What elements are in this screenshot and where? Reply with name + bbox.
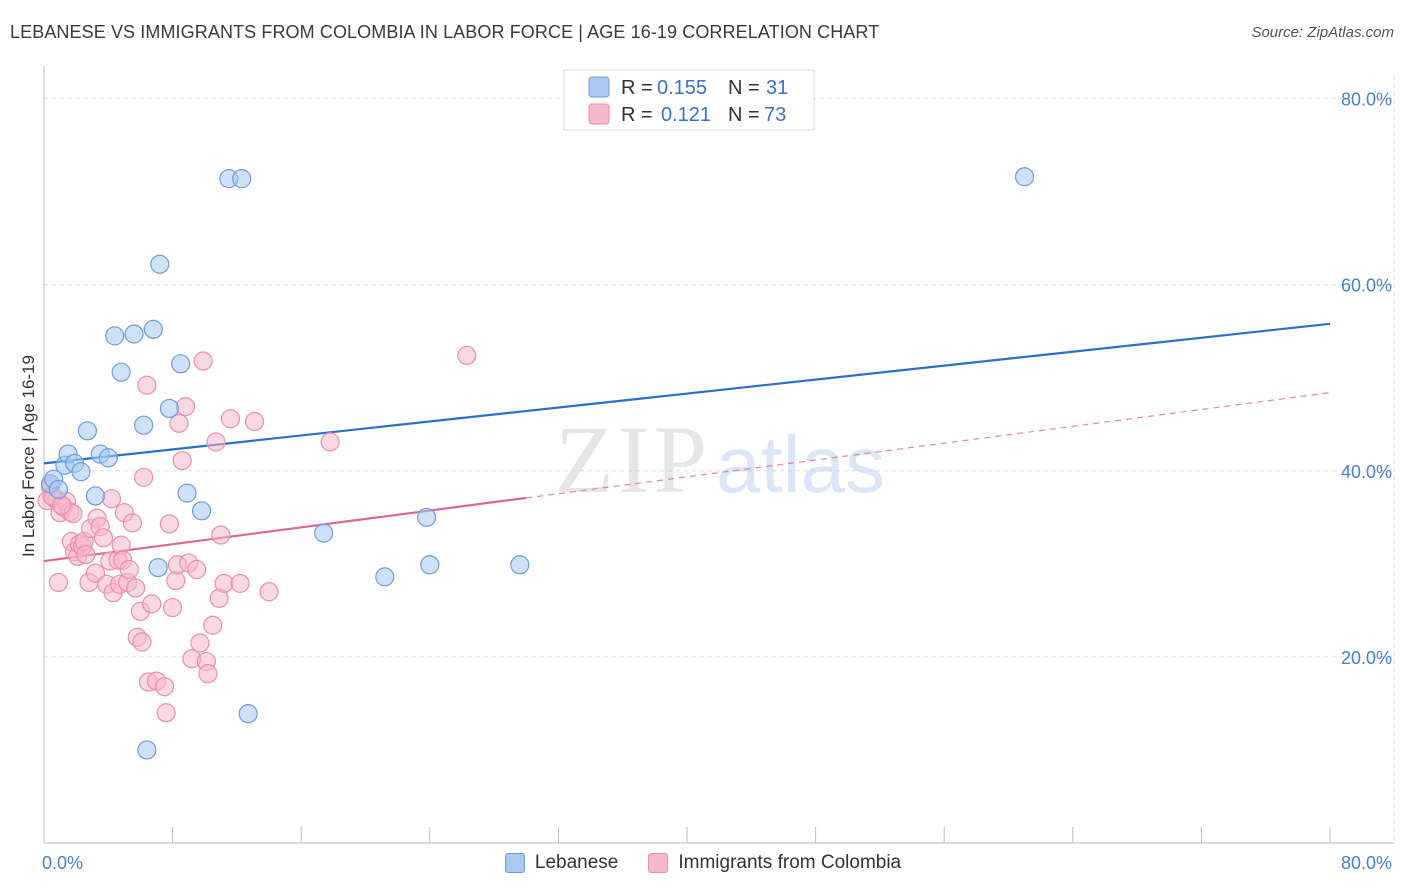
point-colombia-72 bbox=[76, 544, 96, 565]
lebanese-swatch bbox=[504, 853, 525, 873]
point-lebanese-24 bbox=[232, 169, 252, 189]
bottom-legend-lebanese: Lebanese bbox=[504, 852, 619, 874]
axes bbox=[43, 66, 1394, 844]
y-tick-label-1: 40.0% bbox=[1341, 462, 1392, 482]
watermark-zip: ZIP bbox=[555, 406, 711, 513]
point-colombia-37 bbox=[132, 632, 152, 652]
point-lebanese-27 bbox=[375, 567, 395, 587]
point-colombia-44 bbox=[156, 703, 176, 723]
lebanese-label: Lebanese bbox=[534, 852, 619, 873]
point-colombia-4 bbox=[48, 572, 69, 593]
data-points bbox=[37, 167, 1035, 760]
legend-r-value-1: 0.155 bbox=[657, 77, 707, 99]
point-colombia-65 bbox=[230, 573, 250, 593]
legend-n-label-1: N = bbox=[728, 77, 760, 99]
point-colombia-45 bbox=[159, 514, 179, 534]
point-lebanese-2 bbox=[48, 479, 69, 500]
y-axis-title: In Labor Force | Age 16-19 bbox=[19, 355, 38, 557]
point-lebanese-20 bbox=[171, 354, 191, 374]
source-label: Source: ZipAtlas.com bbox=[1251, 24, 1394, 41]
point-colombia-34 bbox=[126, 578, 146, 598]
point-lebanese-10 bbox=[98, 448, 118, 468]
point-colombia-41 bbox=[142, 594, 162, 614]
bottom-legend: Lebanese Immigrants from Colombia bbox=[0, 852, 1406, 874]
point-colombia-62 bbox=[211, 525, 231, 545]
point-colombia-47 bbox=[166, 571, 186, 591]
chart-title: LEBANESE VS IMMIGRANTS FROM COLOMBIA IN … bbox=[10, 22, 880, 42]
legend-swatch-lebanese bbox=[588, 76, 610, 98]
point-colombia-60 bbox=[206, 432, 226, 452]
x-tick-label-max: 80.0% bbox=[1341, 853, 1392, 873]
point-lebanese-31 bbox=[1014, 167, 1035, 187]
watermark-atlas: atlas bbox=[716, 420, 885, 509]
point-lebanese-13 bbox=[124, 324, 144, 344]
point-colombia-39 bbox=[137, 375, 157, 395]
point-lebanese-14 bbox=[134, 415, 154, 435]
colombia-label: Immigrants from Colombia bbox=[678, 852, 902, 873]
y-tick-label-3: 80.0% bbox=[1341, 90, 1392, 110]
point-lebanese-28 bbox=[416, 507, 437, 527]
point-colombia-63 bbox=[214, 573, 234, 593]
legend-swatch-colombia bbox=[588, 103, 610, 125]
trend-line-colombia-extension bbox=[526, 392, 1331, 499]
point-lebanese-21 bbox=[177, 483, 197, 503]
point-colombia-50 bbox=[172, 450, 192, 471]
point-lebanese-11 bbox=[105, 326, 125, 346]
point-lebanese-17 bbox=[148, 557, 168, 578]
trend-line-lebanese bbox=[43, 322, 1331, 465]
point-lebanese-25 bbox=[238, 704, 258, 724]
y-tick-label-0: 20.0% bbox=[1341, 648, 1392, 668]
point-colombia-21 bbox=[93, 528, 114, 548]
point-colombia-71 bbox=[52, 495, 72, 515]
point-lebanese-6 bbox=[71, 462, 91, 482]
legend-n-value-2: 73 bbox=[764, 104, 786, 126]
point-colombia-55 bbox=[190, 633, 210, 653]
bottom-legend-colombia: Immigrants from Colombia bbox=[648, 852, 901, 874]
y-tick-labels: 20.0% 40.0% 60.0% 80.0% bbox=[1341, 90, 1392, 668]
legend-n-value-1: 31 bbox=[766, 77, 788, 99]
point-colombia-58 bbox=[198, 664, 218, 684]
point-lebanese-29 bbox=[420, 555, 440, 575]
legend-r-value-2: 0.121 bbox=[661, 104, 711, 126]
point-colombia-32 bbox=[119, 559, 139, 580]
point-lebanese-19 bbox=[159, 398, 179, 419]
point-lebanese-22 bbox=[191, 501, 212, 521]
point-lebanese-16 bbox=[143, 319, 163, 339]
watermark: ZIP atlas bbox=[555, 406, 885, 513]
legend-box: R = 0.155 N = 31 R = 0.121 N = 73 bbox=[563, 69, 815, 131]
point-lebanese-12 bbox=[111, 362, 131, 382]
point-colombia-51 bbox=[175, 397, 196, 417]
point-colombia-66 bbox=[244, 411, 265, 432]
point-lebanese-26 bbox=[314, 523, 334, 543]
point-lebanese-15 bbox=[137, 740, 157, 760]
point-colombia-56 bbox=[193, 351, 213, 371]
point-lebanese-30 bbox=[510, 555, 530, 575]
legend-r-label-1: R = bbox=[621, 77, 653, 99]
point-colombia-64 bbox=[220, 409, 241, 429]
legend-r-label-2: R = bbox=[621, 104, 653, 126]
point-colombia-67 bbox=[259, 582, 279, 602]
point-lebanese-7 bbox=[77, 421, 98, 441]
point-colombia-24 bbox=[101, 489, 122, 509]
colombia-swatch bbox=[648, 853, 669, 873]
point-colombia-54 bbox=[187, 559, 207, 580]
point-colombia-43 bbox=[154, 677, 175, 697]
point-lebanese-8 bbox=[85, 486, 106, 506]
point-colombia-68 bbox=[320, 432, 340, 452]
point-colombia-46 bbox=[163, 597, 183, 618]
point-colombia-69 bbox=[457, 345, 477, 366]
x-tick-label-min: 0.0% bbox=[42, 853, 83, 873]
x-tick-labels: 0.0% 80.0% bbox=[42, 853, 1392, 873]
point-colombia-59 bbox=[203, 615, 223, 635]
y-tick-label-2: 60.0% bbox=[1341, 276, 1392, 296]
point-colombia-33 bbox=[122, 513, 143, 533]
legend-n-label-2: N = bbox=[728, 104, 760, 126]
point-colombia-49 bbox=[169, 413, 189, 433]
point-lebanese-18 bbox=[150, 254, 170, 274]
point-colombia-38 bbox=[134, 467, 154, 487]
